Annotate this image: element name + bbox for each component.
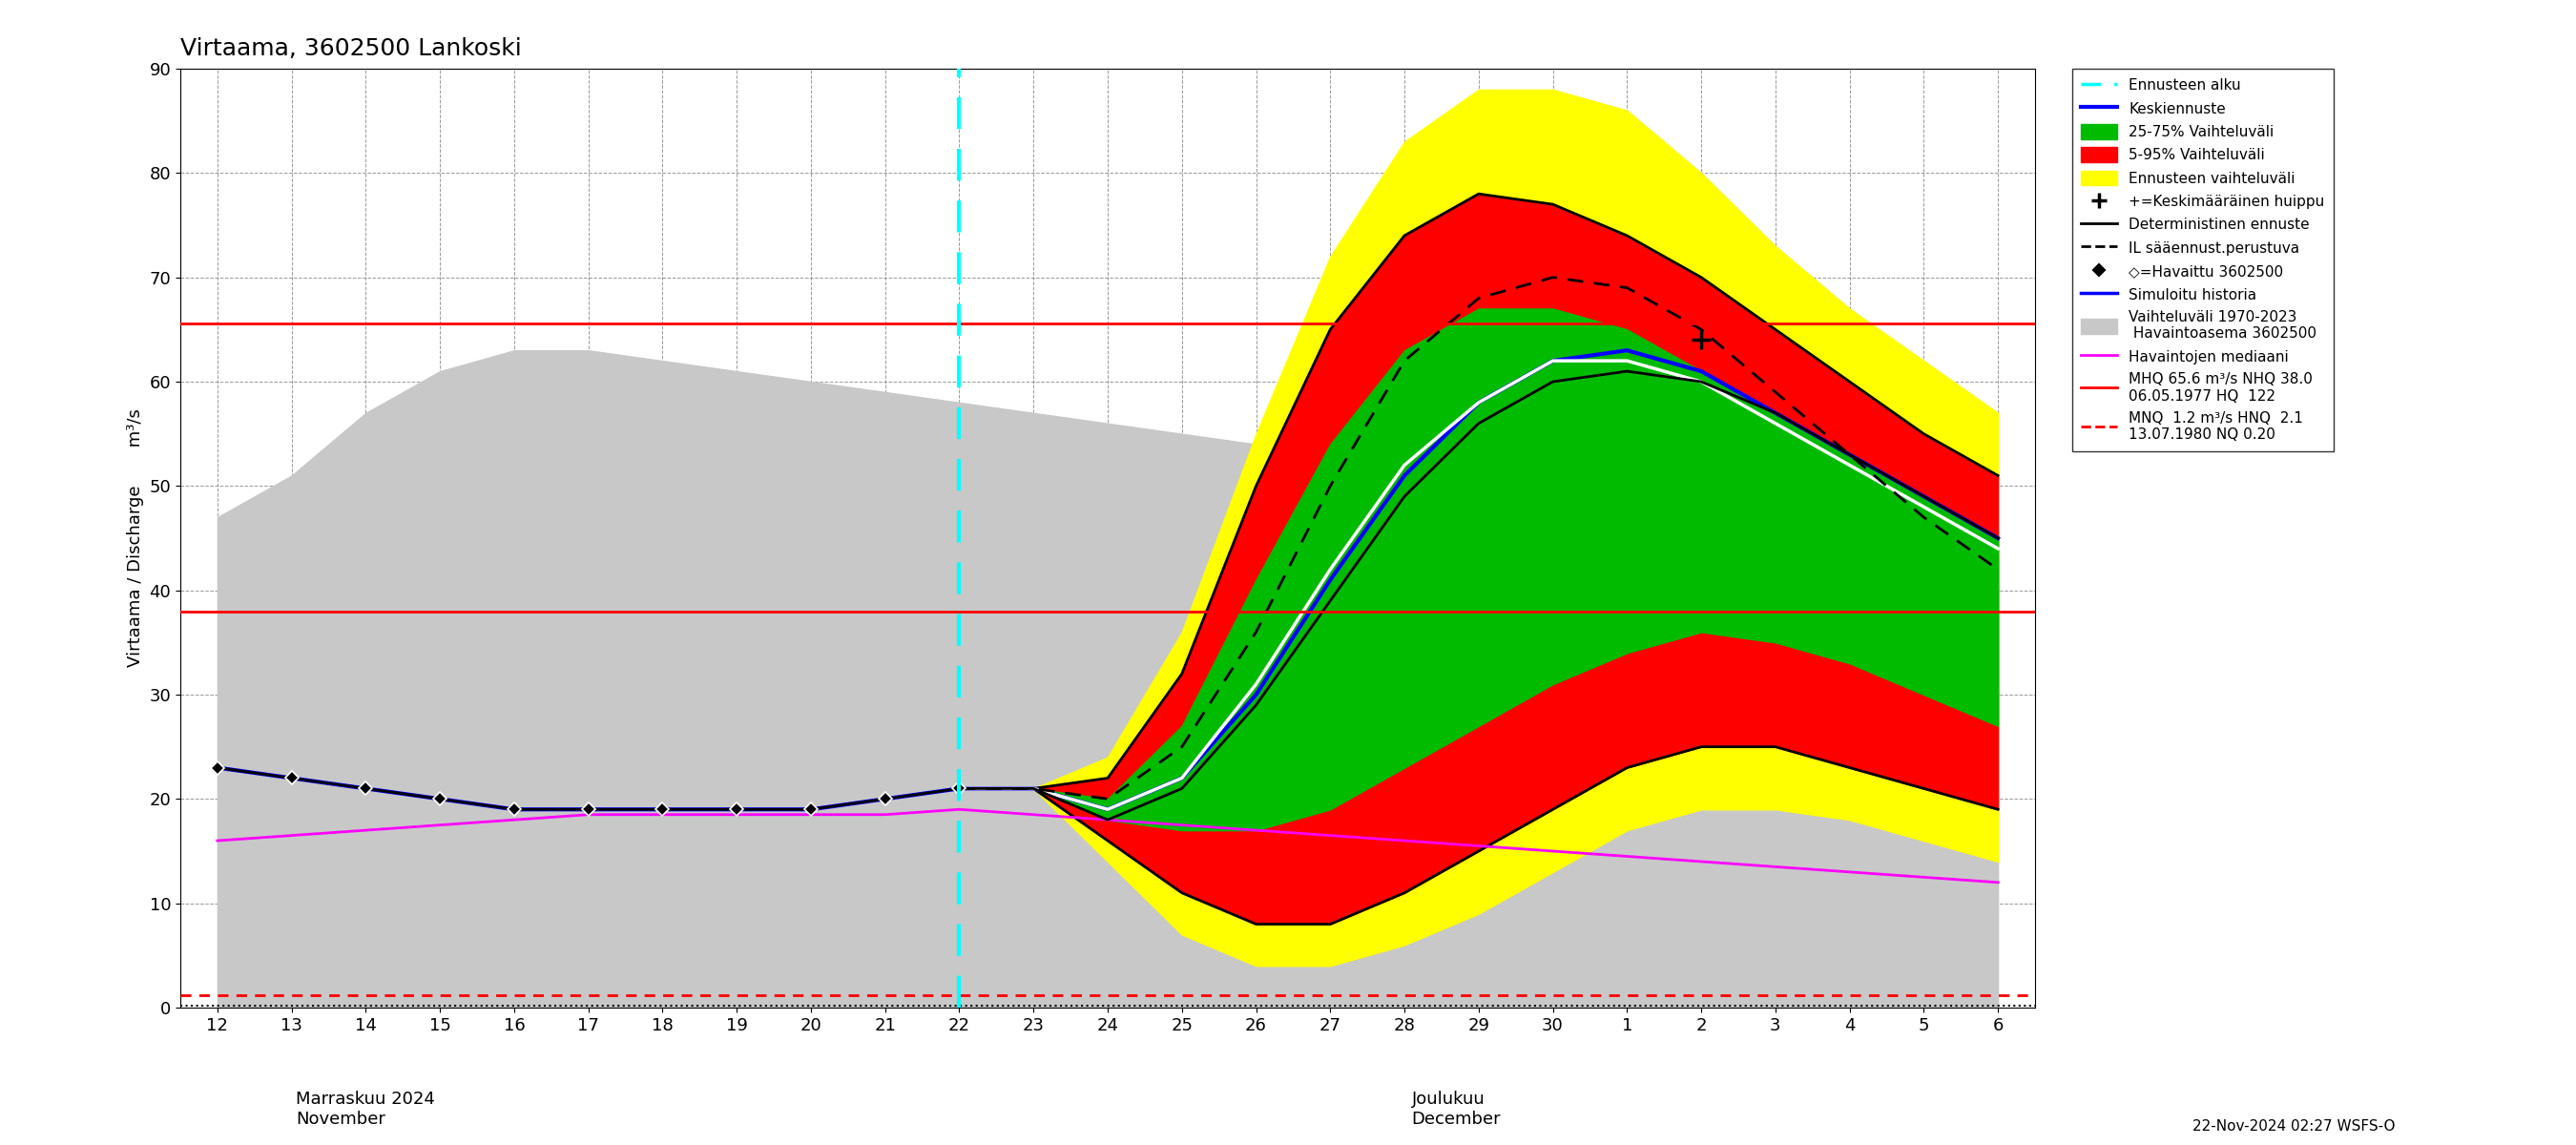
Text: Joulukuu
December: Joulukuu December	[1412, 1091, 1502, 1128]
Text: Marraskuu 2024
November: Marraskuu 2024 November	[296, 1091, 435, 1128]
Legend: Ennusteen alku, Keskiennuste, 25-75% Vaihteluväli, 5-95% Vaihteluväli, Ennusteen: Ennusteen alku, Keskiennuste, 25-75% Vai…	[2071, 69, 2334, 451]
Text: Virtaama, 3602500 Lankoski: Virtaama, 3602500 Lankoski	[180, 38, 520, 61]
Text: 22-Nov-2024 02:27 WSFS-O: 22-Nov-2024 02:27 WSFS-O	[2192, 1120, 2396, 1134]
Y-axis label: Virtaama / Discharge       m³/s: Virtaama / Discharge m³/s	[126, 409, 144, 668]
